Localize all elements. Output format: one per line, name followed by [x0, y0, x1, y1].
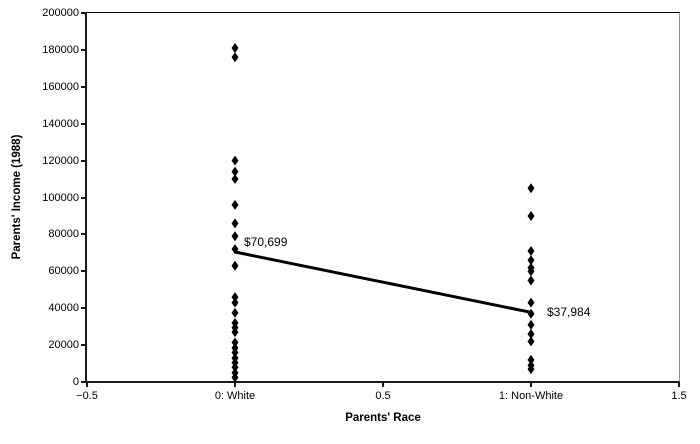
data-point: [231, 199, 239, 210]
data-point: [231, 297, 239, 308]
data-point: [527, 354, 535, 365]
data-point: [527, 246, 535, 256]
x-tick: [382, 382, 384, 387]
data-point: [527, 183, 535, 194]
data-point: [231, 307, 239, 318]
data-point: [527, 364, 535, 375]
y-tick: [81, 270, 86, 273]
x-tick-label: 1.5: [671, 390, 687, 402]
y-tick: [81, 233, 86, 236]
annotation-mean-nonwhite: $37,984: [547, 304, 591, 319]
data-point: [527, 275, 535, 286]
data-point: [527, 308, 535, 319]
data-point: [231, 372, 239, 383]
data-point: [527, 329, 535, 340]
data-point: [231, 166, 239, 177]
x-tick: [234, 382, 236, 387]
x-tick-label: −0.5: [76, 390, 98, 402]
data-point: [231, 337, 239, 348]
data-point: [231, 231, 239, 242]
x-tick: [530, 382, 532, 387]
y-tick-label: 140000: [42, 117, 79, 130]
data-point: [231, 174, 239, 185]
x-tick-label: 0.5: [375, 390, 391, 402]
annotation-mean-white: $70,699: [244, 234, 288, 249]
y-tick-label: 160000: [42, 80, 79, 93]
y-tick-label: 200000: [42, 7, 79, 19]
y-tick: [81, 12, 86, 14]
data-point: [527, 255, 535, 266]
data-point: [231, 218, 239, 229]
plot-area: [85, 12, 680, 383]
data-point: [231, 327, 239, 338]
data-point: [231, 43, 239, 54]
x-tick: [86, 382, 88, 387]
data-point: [527, 210, 535, 221]
data-point: [231, 260, 239, 271]
y-axis-title: Parents' Income (1988): [11, 134, 23, 260]
y-tick-label: 0: [72, 376, 79, 388]
data-point: [527, 266, 535, 277]
data-point: [231, 362, 239, 373]
data-point: [231, 155, 239, 166]
data-point: [231, 52, 239, 63]
y-tick: [81, 344, 86, 347]
data-point: [231, 292, 239, 303]
x-tick-label: 1: Non-White: [498, 390, 564, 402]
data-point: [231, 347, 239, 358]
x-axis-title: Parents' Race: [345, 412, 421, 424]
y-tick: [81, 159, 86, 162]
y-tick-label: 40000: [48, 302, 79, 315]
data-point: [231, 244, 239, 255]
y-tick: [81, 85, 86, 88]
y-tick-label: 180000: [42, 43, 79, 56]
data-point: [527, 336, 535, 347]
y-tick: [81, 122, 86, 125]
y-tick: [81, 48, 86, 51]
y-tick: [81, 307, 86, 310]
y-tick: [81, 196, 86, 199]
x-tick: [678, 382, 680, 387]
y-tick: [81, 381, 86, 383]
y-tick-label: 100000: [42, 191, 79, 204]
y-tick-label: 80000: [48, 228, 79, 241]
data-point: [527, 297, 535, 308]
data-point: [527, 319, 535, 330]
y-tick-label: 20000: [48, 339, 79, 352]
y-tick-label: 120000: [42, 154, 79, 167]
y-tick-label: 60000: [48, 265, 79, 278]
x-tick-label: 0: White: [214, 390, 256, 402]
